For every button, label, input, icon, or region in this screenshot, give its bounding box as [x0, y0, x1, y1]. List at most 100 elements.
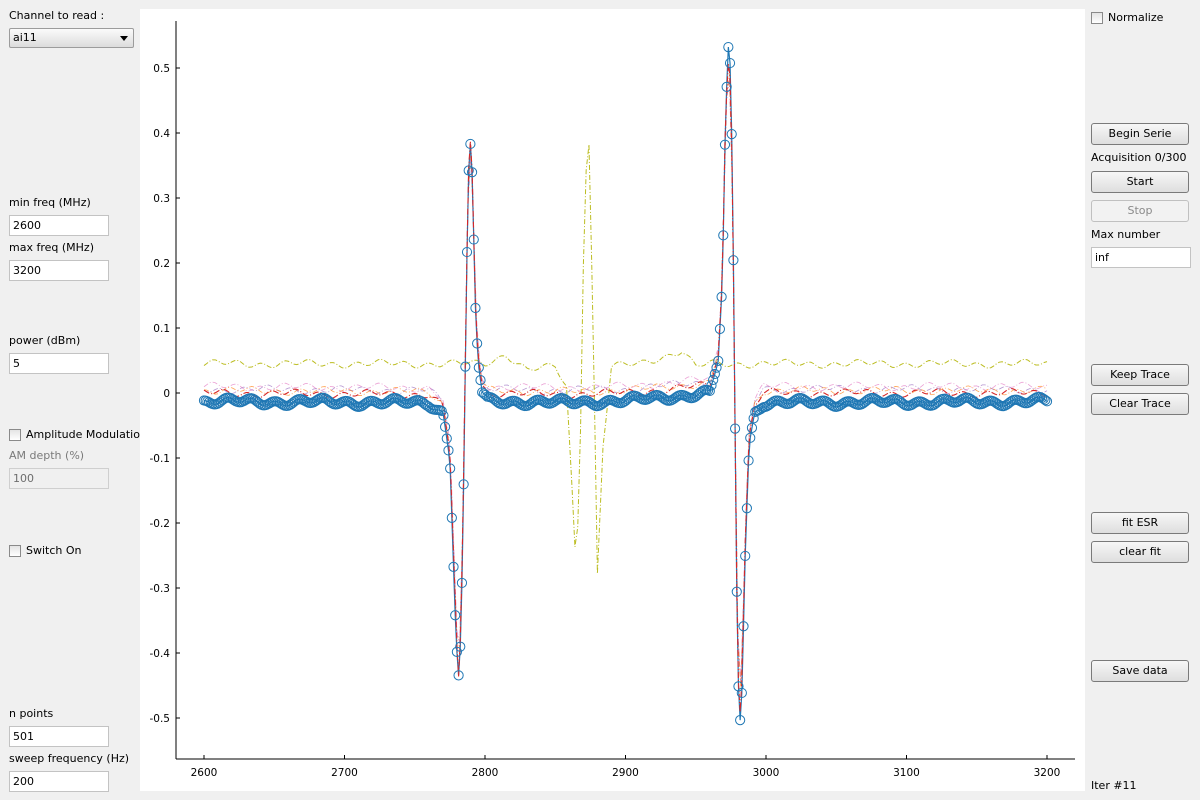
data-point — [713, 355, 724, 367]
normalize-label: Normalize — [1108, 11, 1164, 24]
data-point — [729, 423, 741, 434]
checkbox-icon — [9, 544, 21, 557]
data-point — [283, 400, 294, 411]
data-point — [893, 395, 904, 406]
data-point — [955, 394, 967, 406]
data-point — [478, 388, 489, 399]
y-tick-label: -0.1 — [150, 453, 171, 465]
data-point — [1001, 399, 1012, 410]
data-point — [718, 230, 729, 241]
data-point — [416, 396, 427, 407]
data-point — [453, 670, 464, 681]
begin-serie-button[interactable]: Begin Serie — [1091, 123, 1189, 145]
plot-area[interactable]: 2600 2700 2800 2900 3000 3100 3200 0.5 0.4 0.3 0.2… — [140, 9, 1085, 791]
kept-trace-line — [203, 78, 1048, 683]
x-tick-label: 3100 — [893, 767, 920, 779]
data-point — [436, 405, 447, 417]
data-point — [418, 397, 429, 408]
data-point — [438, 410, 449, 421]
data-point — [586, 398, 597, 409]
data-point — [969, 396, 980, 408]
data-point — [465, 138, 476, 150]
stop-button: Stop — [1091, 200, 1189, 222]
normalize-checkbox[interactable]: Normalize — [1091, 11, 1163, 24]
measured-line — [203, 47, 1048, 721]
data-point — [1026, 395, 1037, 406]
data-point — [472, 338, 483, 349]
data-point — [745, 432, 756, 443]
keep-trace-button[interactable]: Keep Trace — [1091, 364, 1189, 386]
fit-esr-button[interactable]: fit ESR — [1091, 512, 1189, 534]
data-point — [1038, 393, 1049, 405]
data-point — [753, 405, 764, 416]
data-point — [617, 397, 628, 408]
data-point — [480, 389, 491, 401]
start-button[interactable]: Start — [1091, 171, 1189, 193]
data-point — [1040, 395, 1051, 406]
data-point — [719, 139, 731, 150]
data-point — [360, 398, 371, 409]
data-point — [320, 393, 331, 404]
channel-select[interactable]: ai11 — [9, 28, 134, 48]
y-tick-label: -0.3 — [150, 583, 171, 595]
power-label: power (dBm) — [9, 334, 81, 347]
max-number-input[interactable] — [1091, 247, 1191, 268]
min-freq-input[interactable] — [9, 215, 109, 236]
amplitude-modulation-checkbox[interactable]: Amplitude Modulation — [9, 428, 147, 441]
sweep-frequency-label: sweep frequency (Hz) — [9, 752, 130, 765]
max-freq-label: max freq (MHz) — [9, 241, 94, 254]
data-point — [492, 396, 503, 408]
data-point — [451, 646, 462, 657]
data-point — [645, 392, 656, 403]
data-point — [858, 398, 869, 409]
max-freq-input[interactable] — [9, 260, 109, 281]
data-point — [423, 401, 434, 412]
switch-on-label: Switch On — [26, 544, 82, 557]
data-point — [891, 394, 903, 405]
data-point — [708, 374, 719, 385]
y-tick-label: 0.1 — [153, 323, 170, 335]
data-point — [711, 362, 722, 373]
n-points-label: n points — [9, 707, 54, 720]
data-point — [709, 368, 720, 380]
y-tick-label: -0.5 — [150, 713, 171, 725]
save-data-button[interactable]: Save data — [1091, 660, 1189, 682]
data-point — [743, 455, 754, 466]
switch-on-checkbox[interactable]: Switch On — [9, 544, 82, 557]
data-point — [967, 395, 978, 406]
data-point — [728, 255, 739, 266]
data-point — [736, 687, 747, 699]
data-point — [622, 394, 633, 405]
data-point — [394, 394, 405, 406]
data-point — [726, 129, 737, 140]
data-point — [706, 380, 717, 391]
x-tick-label: 3000 — [753, 767, 780, 779]
y-tick-label: 0.4 — [153, 128, 170, 140]
data-point — [999, 400, 1010, 411]
clear-trace-button[interactable]: Clear Trace — [1091, 393, 1189, 415]
data-point — [419, 399, 430, 410]
clear-fit-button[interactable]: clear fit — [1091, 541, 1189, 563]
data-point — [214, 397, 225, 408]
x-tick-label: 2800 — [472, 767, 499, 779]
data-point — [755, 404, 766, 415]
data-point — [954, 395, 965, 407]
acquisition-status: Acquisition 0/300 — [1091, 151, 1187, 164]
data-point — [359, 399, 370, 410]
data-point — [470, 302, 481, 314]
kept-trace-line — [203, 77, 1048, 684]
data-point — [762, 401, 773, 412]
data-point — [721, 81, 732, 92]
data-point — [458, 479, 469, 490]
n-points-input[interactable] — [9, 726, 109, 747]
data-point — [821, 396, 832, 407]
sweep-frequency-input[interactable] — [9, 771, 109, 792]
data-point — [584, 397, 596, 408]
data-point — [456, 577, 468, 589]
data-point — [966, 394, 977, 405]
data-point — [439, 421, 451, 432]
data-point — [310, 396, 321, 407]
power-input[interactable] — [9, 353, 109, 374]
data-point — [1028, 394, 1039, 405]
channel-label: Channel to read : — [9, 9, 105, 22]
